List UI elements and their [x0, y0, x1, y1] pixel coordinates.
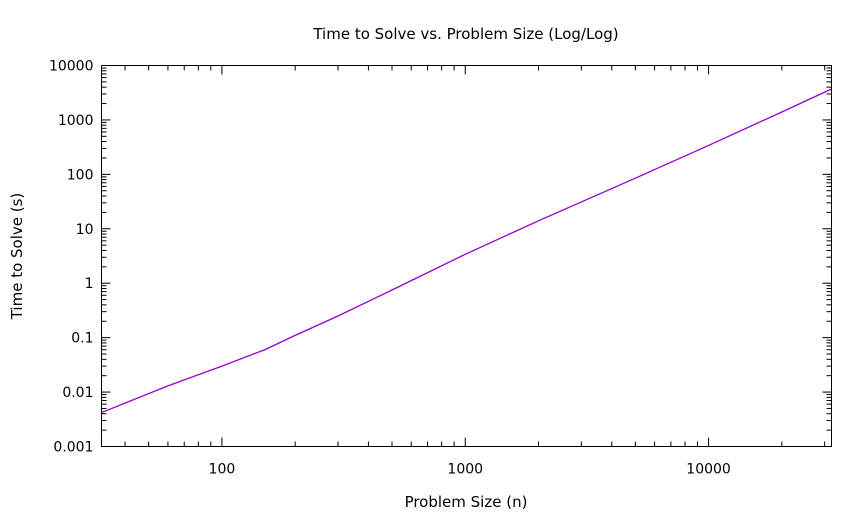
y-tick-label: 0.01: [62, 385, 93, 401]
y-tick-label: 0.001: [53, 440, 93, 456]
chart-title: Time to Solve vs. Problem Size (Log/Log): [312, 25, 618, 43]
y-tick-label: 0.1: [71, 331, 93, 347]
series-line: [101, 88, 832, 414]
x-tick-label: 100: [209, 462, 236, 478]
y-tick-label: 10: [76, 222, 94, 238]
x-tick-label: 1000: [447, 462, 483, 478]
tick-marks: [101, 65, 832, 447]
x-tick-label: 10000: [686, 462, 731, 478]
plot-frame: [101, 65, 832, 447]
y-tick-label: 1000: [58, 113, 94, 129]
tick-labels: 100 1000 10000 0.001 0.01 0.1 1 10 100 1000 10000: [49, 59, 731, 478]
y-tick-label: 100: [67, 167, 94, 183]
y-tick-label: 10000: [49, 59, 94, 75]
x-axis-label: Problem Size (n): [405, 493, 528, 511]
y-tick-label: 1: [85, 276, 94, 292]
series-layer: [101, 88, 832, 414]
y-axis-label: Time to Solve (s): [8, 193, 26, 321]
